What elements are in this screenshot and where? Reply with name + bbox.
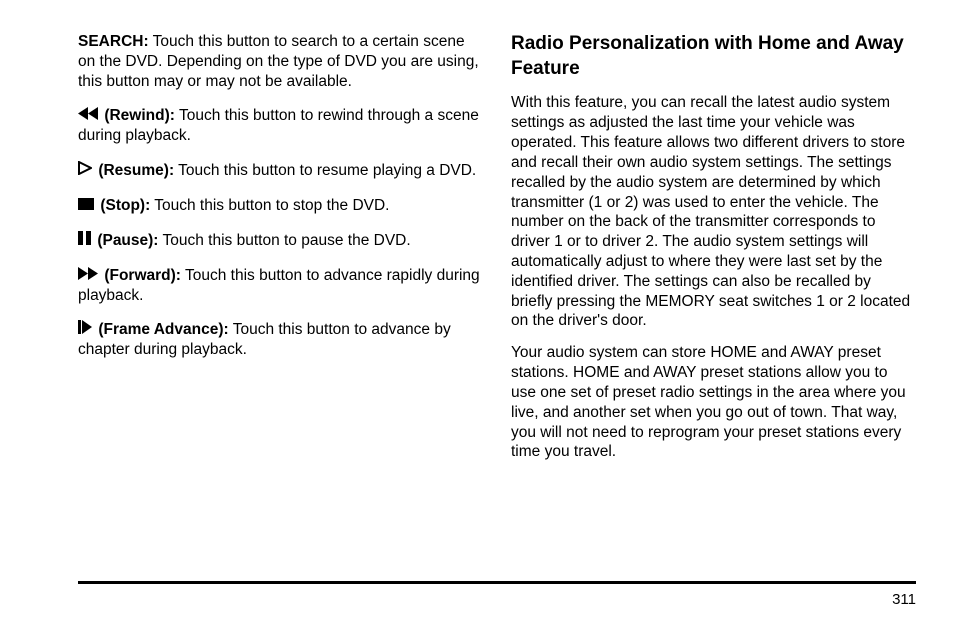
entry-text: Touch this button to resume playing a DV… bbox=[178, 162, 476, 179]
rewind-icon bbox=[78, 106, 98, 126]
left-column: SEARCH: Touch this button to search to a… bbox=[78, 32, 483, 474]
forward-icon bbox=[78, 266, 98, 286]
entry-label: (Frame Advance): bbox=[98, 321, 228, 338]
entry-forward: (Forward): Touch this button to advance … bbox=[78, 266, 483, 306]
entry-stop: (Stop): Touch this button to stop the DV… bbox=[78, 196, 483, 216]
entry-pause: (Pause): Touch this button to pause the … bbox=[78, 231, 483, 251]
entry-resume: (Resume): Touch this button to resume pl… bbox=[78, 161, 483, 181]
right-column: Radio Personalization with Home and Away… bbox=[511, 32, 916, 474]
stop-icon bbox=[78, 196, 94, 216]
entry-rewind: (Rewind): Touch this button to rewind th… bbox=[78, 106, 483, 146]
entry-text: Touch this button to pause the DVD. bbox=[163, 232, 411, 249]
entry-label: SEARCH: bbox=[78, 33, 149, 50]
entry-label: (Rewind): bbox=[104, 108, 175, 125]
entry-label: (Forward): bbox=[104, 267, 181, 284]
body-paragraph: Your audio system can store HOME and AWA… bbox=[511, 343, 916, 462]
page-content: SEARCH: Touch this button to search to a… bbox=[0, 0, 954, 474]
body-paragraph: With this feature, you can recall the la… bbox=[511, 93, 916, 331]
entry-frame-advance: (Frame Advance): Touch this button to ad… bbox=[78, 320, 483, 360]
entry-label: (Stop): bbox=[100, 197, 150, 214]
entry-label: (Pause): bbox=[97, 232, 158, 249]
resume-icon bbox=[78, 161, 92, 181]
pause-icon bbox=[78, 231, 91, 251]
entry-search: SEARCH: Touch this button to search to a… bbox=[78, 32, 483, 91]
frame-advance-icon bbox=[78, 320, 92, 340]
footer-rule bbox=[78, 581, 916, 584]
entry-text: Touch this button to stop the DVD. bbox=[154, 197, 389, 214]
entry-label: (Resume): bbox=[98, 162, 174, 179]
page-number: 311 bbox=[892, 591, 916, 608]
section-heading: Radio Personalization with Home and Away… bbox=[511, 32, 916, 81]
